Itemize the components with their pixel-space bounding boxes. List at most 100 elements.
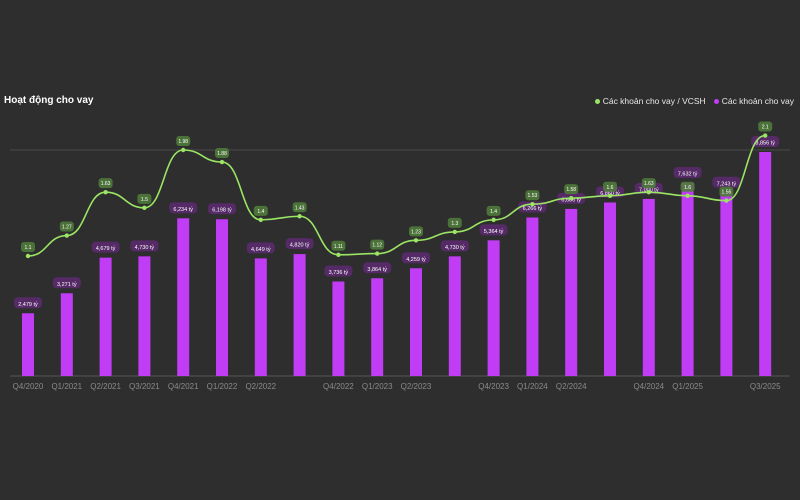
- bar: [565, 208, 578, 376]
- line-point: [607, 193, 613, 198]
- line-label-bg: [447, 217, 462, 228]
- bar: [60, 293, 73, 376]
- bar-value-label: 7,632 tỷ: [678, 170, 698, 177]
- line-point: [219, 159, 225, 165]
- bar-value-label: 3,864 tỷ: [367, 266, 387, 273]
- x-tick-label: Q4/2022: [323, 382, 354, 391]
- legend-ratio-label: Các khoản cho vay / VCSH: [602, 96, 706, 106]
- bar-value-label: 2,479 tỷ: [18, 301, 38, 308]
- line-point: [763, 133, 768, 138]
- chart-title: Hoạt động cho vay: [4, 95, 94, 106]
- bar: [642, 198, 655, 376]
- bar-label-bg: [634, 182, 663, 194]
- bar-label-bg: [479, 224, 508, 236]
- bar: [99, 257, 112, 376]
- bar-label-bg: [208, 203, 236, 215]
- x-tick-label: Q1/2024: [517, 382, 548, 391]
- line-label-bg: [59, 221, 74, 232]
- bar: [759, 152, 772, 376]
- bar-label-bg: [52, 277, 81, 289]
- bar: [216, 219, 228, 376]
- bar-value-label: 4,820 tỷ: [290, 242, 310, 249]
- line-value-label: 1.43: [295, 205, 305, 211]
- line-value-label: 1.4: [490, 209, 497, 215]
- line-label-bg: [215, 148, 229, 159]
- line-value-label: 1.5: [141, 197, 148, 203]
- x-tick-label: Q3/2021: [129, 382, 160, 391]
- bar-value-label: 4,730 tỷ: [445, 244, 465, 251]
- bar-label-bg: [246, 242, 275, 254]
- legend-loans-label: Các khoản cho vay: [721, 96, 794, 106]
- bar: [604, 202, 616, 376]
- line-label-bg: [98, 178, 113, 189]
- x-tick-label: Q4/2021: [168, 382, 199, 391]
- bar-value-label: 3,736 tỷ: [329, 269, 349, 276]
- bar: [410, 268, 422, 376]
- line-point: [569, 195, 574, 201]
- legend-loans-marker: [713, 98, 719, 104]
- line-value-label: 1.88: [217, 151, 227, 157]
- line-point: [491, 217, 496, 223]
- bar: [487, 240, 500, 376]
- line-label-bg: [370, 239, 385, 250]
- legend-item-ratio[interactable]: Các khoản cho vay / VCSH: [594, 96, 706, 106]
- legend[interactable]: Các khoản cho vay / VCSH Các khoản cho v…: [594, 96, 794, 106]
- line-value-label: 1.98: [178, 139, 188, 145]
- bar-value-label: 6,860 tỷ: [600, 190, 620, 197]
- x-tick-label: Q1/2025: [672, 382, 703, 391]
- line-point: [258, 217, 263, 223]
- bar: [22, 313, 34, 376]
- line-label-bg: [176, 136, 191, 146]
- line-point: [142, 205, 147, 211]
- x-tick-label: Q2/2021: [90, 382, 121, 391]
- bar: [371, 278, 384, 376]
- line-label-bg: [253, 205, 268, 216]
- line-label-bg: [680, 181, 695, 192]
- line-label-bg: [758, 121, 773, 132]
- line-point: [64, 233, 70, 238]
- bar-value-label: 6,198 tỷ: [212, 207, 232, 214]
- line-point: [413, 238, 419, 243]
- bar-value-label: 5,364 tỷ: [484, 228, 504, 235]
- line-value-label: 1.4: [257, 209, 264, 215]
- line-label-bg: [564, 184, 579, 195]
- bar-label-bg: [363, 262, 392, 274]
- bar: [720, 192, 733, 376]
- bar-label-bg: [14, 297, 42, 309]
- bar-label-bg: [402, 252, 430, 264]
- bar: [681, 182, 694, 376]
- line-value-label: 1.56: [722, 190, 732, 196]
- line-label-bg: [525, 190, 540, 201]
- line-label-bg: [331, 240, 346, 251]
- bar-value-label: 6,266 tỷ: [523, 205, 543, 212]
- line-label-bg: [409, 226, 423, 237]
- x-tick-label: Q2/2022: [245, 382, 276, 391]
- bar-value-label: 4,730 tỷ: [135, 244, 155, 251]
- line-value-label: 1.63: [644, 181, 654, 187]
- line-point: [685, 193, 690, 198]
- bar-label-bg: [130, 240, 159, 252]
- line-point: [375, 251, 380, 256]
- line-point: [530, 202, 535, 207]
- line-point: [724, 198, 729, 203]
- bar-label-bg: [712, 176, 741, 188]
- line-value-label: 1.1: [25, 245, 32, 251]
- x-tick-label: Q2/2024: [556, 382, 587, 391]
- line-point: [297, 214, 302, 219]
- bar-label-bg: [440, 240, 469, 252]
- bar: [138, 256, 151, 376]
- legend-ratio-marker: [594, 98, 600, 104]
- bar: [293, 254, 306, 376]
- bar-label-bg: [324, 265, 353, 277]
- legend-item-loans[interactable]: Các khoản cho vay: [713, 96, 794, 106]
- bar-value-label: 7,000 tỷ: [639, 186, 659, 193]
- bar-value-label: 8,856 tỷ: [755, 140, 775, 147]
- line-value-label: 1.6: [684, 185, 691, 191]
- line-label-bg: [603, 181, 617, 192]
- bar-label-bg: [169, 202, 198, 214]
- bar: [332, 281, 345, 376]
- x-tick-label: Q4/2024: [633, 382, 664, 391]
- bar: [177, 218, 190, 376]
